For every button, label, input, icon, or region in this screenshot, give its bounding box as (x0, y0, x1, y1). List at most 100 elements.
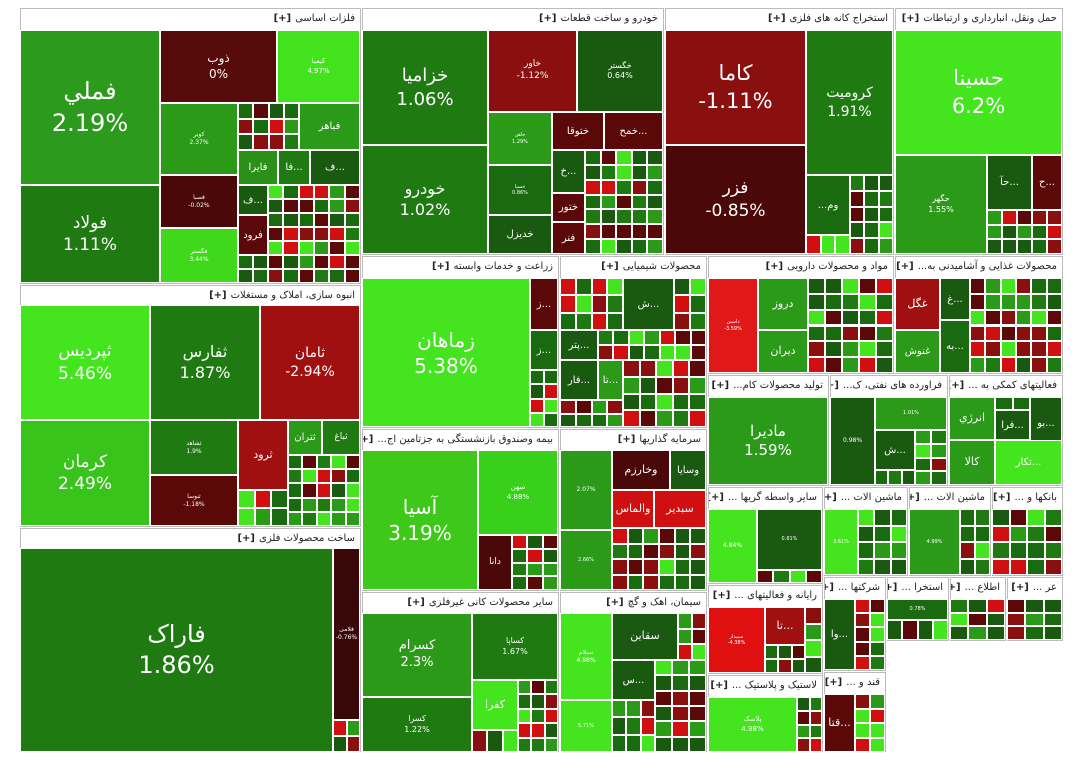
expand-toggle[interactable]: [+] (825, 582, 834, 593)
small-tile[interactable] (968, 626, 987, 640)
small-tile[interactable] (890, 525, 907, 542)
small-tile[interactable] (544, 398, 558, 413)
small-tile[interactable] (672, 393, 690, 411)
small-tile[interactable] (283, 255, 299, 269)
small-tile[interactable] (607, 295, 623, 313)
small-tile[interactable] (591, 295, 608, 313)
small-tile[interactable] (612, 574, 628, 590)
stock-tile[interactable]: خمح... (604, 112, 663, 150)
stock-tile[interactable]: فار... (560, 360, 598, 400)
small-tile[interactable] (527, 535, 543, 549)
small-tile[interactable] (960, 542, 975, 559)
small-tile[interactable] (238, 118, 254, 135)
small-tile[interactable] (855, 599, 870, 614)
small-tile[interactable] (689, 660, 706, 676)
small-tile[interactable] (575, 312, 592, 330)
small-tile[interactable] (674, 528, 691, 544)
small-tile[interactable] (612, 528, 628, 544)
stock-tile[interactable]: 1.01% (875, 397, 947, 430)
small-tile[interactable] (639, 393, 657, 411)
small-tile[interactable] (612, 543, 628, 559)
small-tile[interactable] (915, 457, 931, 472)
expand-toggle[interactable]: [+] (951, 582, 961, 593)
stock-tile[interactable]: ثپردیس 5.46% (20, 305, 150, 420)
small-tile[interactable] (640, 717, 655, 735)
small-tile[interactable] (268, 134, 284, 150)
small-tile[interactable] (655, 690, 672, 706)
small-tile[interactable] (806, 235, 821, 254)
stock-tile[interactable]: خودرو 1.02% (362, 145, 488, 254)
small-tile[interactable] (968, 612, 987, 627)
sector-header[interactable]: مواد و محصولات دارویی[+] (709, 257, 893, 277)
stock-tile[interactable]: انرژي (949, 397, 995, 440)
small-tile[interactable] (612, 717, 627, 735)
small-tile[interactable] (623, 376, 640, 394)
small-tile[interactable] (631, 179, 648, 195)
small-tile[interactable] (850, 206, 865, 223)
stock-tile[interactable]: 3.61% (824, 509, 858, 575)
small-tile[interactable] (542, 562, 558, 577)
small-tile[interactable] (268, 118, 284, 135)
small-tile[interactable] (1016, 325, 1032, 342)
small-tile[interactable] (268, 185, 284, 199)
small-tile[interactable] (986, 612, 1005, 627)
small-tile[interactable] (1047, 224, 1062, 240)
small-tile[interactable] (970, 278, 986, 294)
sector-header[interactable]: ماشین الات ...[+] (910, 488, 990, 508)
small-tile[interactable] (613, 330, 629, 345)
small-tile[interactable] (690, 345, 706, 360)
small-tile[interactable] (283, 118, 299, 135)
small-tile[interactable] (1016, 309, 1032, 326)
small-tile[interactable] (690, 528, 706, 544)
small-tile[interactable] (985, 325, 1001, 342)
small-tile[interactable] (842, 278, 859, 294)
small-tile[interactable] (690, 574, 706, 590)
small-tile[interactable] (1009, 542, 1027, 559)
small-tile[interactable] (656, 410, 673, 427)
small-tile[interactable] (627, 528, 644, 544)
stock-tile[interactable]: خسپا 0.86% (488, 165, 552, 215)
small-tile[interactable] (992, 542, 1010, 559)
small-tile[interactable] (560, 312, 576, 330)
stock-tile[interactable]: ش... (875, 430, 915, 470)
small-tile[interactable] (302, 511, 317, 526)
small-tile[interactable] (647, 150, 663, 165)
small-tile[interactable] (985, 309, 1001, 326)
stock-tile[interactable]: وسایا (670, 450, 706, 490)
small-tile[interactable] (876, 357, 893, 373)
small-tile[interactable] (345, 455, 360, 470)
small-tile[interactable] (859, 341, 876, 358)
stock-tile[interactable]: فاراک 1.86% (20, 548, 333, 752)
stock-tile[interactable]: به... (940, 320, 970, 373)
small-tile[interactable] (316, 455, 332, 470)
small-tile[interactable] (314, 269, 330, 283)
small-tile[interactable] (878, 206, 893, 223)
small-tile[interactable] (864, 175, 879, 191)
small-tile[interactable] (931, 443, 947, 458)
small-tile[interactable] (627, 559, 644, 575)
small-tile[interactable] (678, 613, 692, 629)
small-tile[interactable] (797, 738, 810, 752)
small-tile[interactable] (1000, 293, 1016, 310)
small-tile[interactable] (591, 312, 608, 330)
sector-header[interactable]: بانکها و ...[+] (993, 488, 1062, 508)
small-tile[interactable] (631, 150, 648, 165)
small-tile[interactable] (527, 562, 543, 577)
small-tile[interactable] (985, 278, 1001, 294)
stock-tile[interactable]: فزر -0.85% (665, 145, 806, 254)
small-tile[interactable] (975, 542, 990, 559)
small-tile[interactable] (689, 360, 706, 377)
small-tile[interactable] (690, 559, 706, 575)
stock-tile[interactable]: دیران (758, 330, 808, 373)
small-tile[interactable] (616, 224, 632, 240)
sector-header[interactable]: سرمایه گذاریها[+] (561, 430, 706, 450)
small-tile[interactable] (1017, 239, 1032, 254)
small-tile[interactable] (960, 525, 975, 542)
sector-header[interactable]: فعالیتهای کمکی به ...[+] (950, 376, 1062, 396)
small-tile[interactable] (968, 599, 987, 613)
small-tile[interactable] (331, 483, 346, 498)
small-tile[interactable] (598, 345, 614, 360)
stock-tile[interactable]: کسرا 1.22% (362, 697, 472, 752)
small-tile[interactable] (1000, 357, 1016, 373)
small-tile[interactable] (600, 150, 617, 165)
